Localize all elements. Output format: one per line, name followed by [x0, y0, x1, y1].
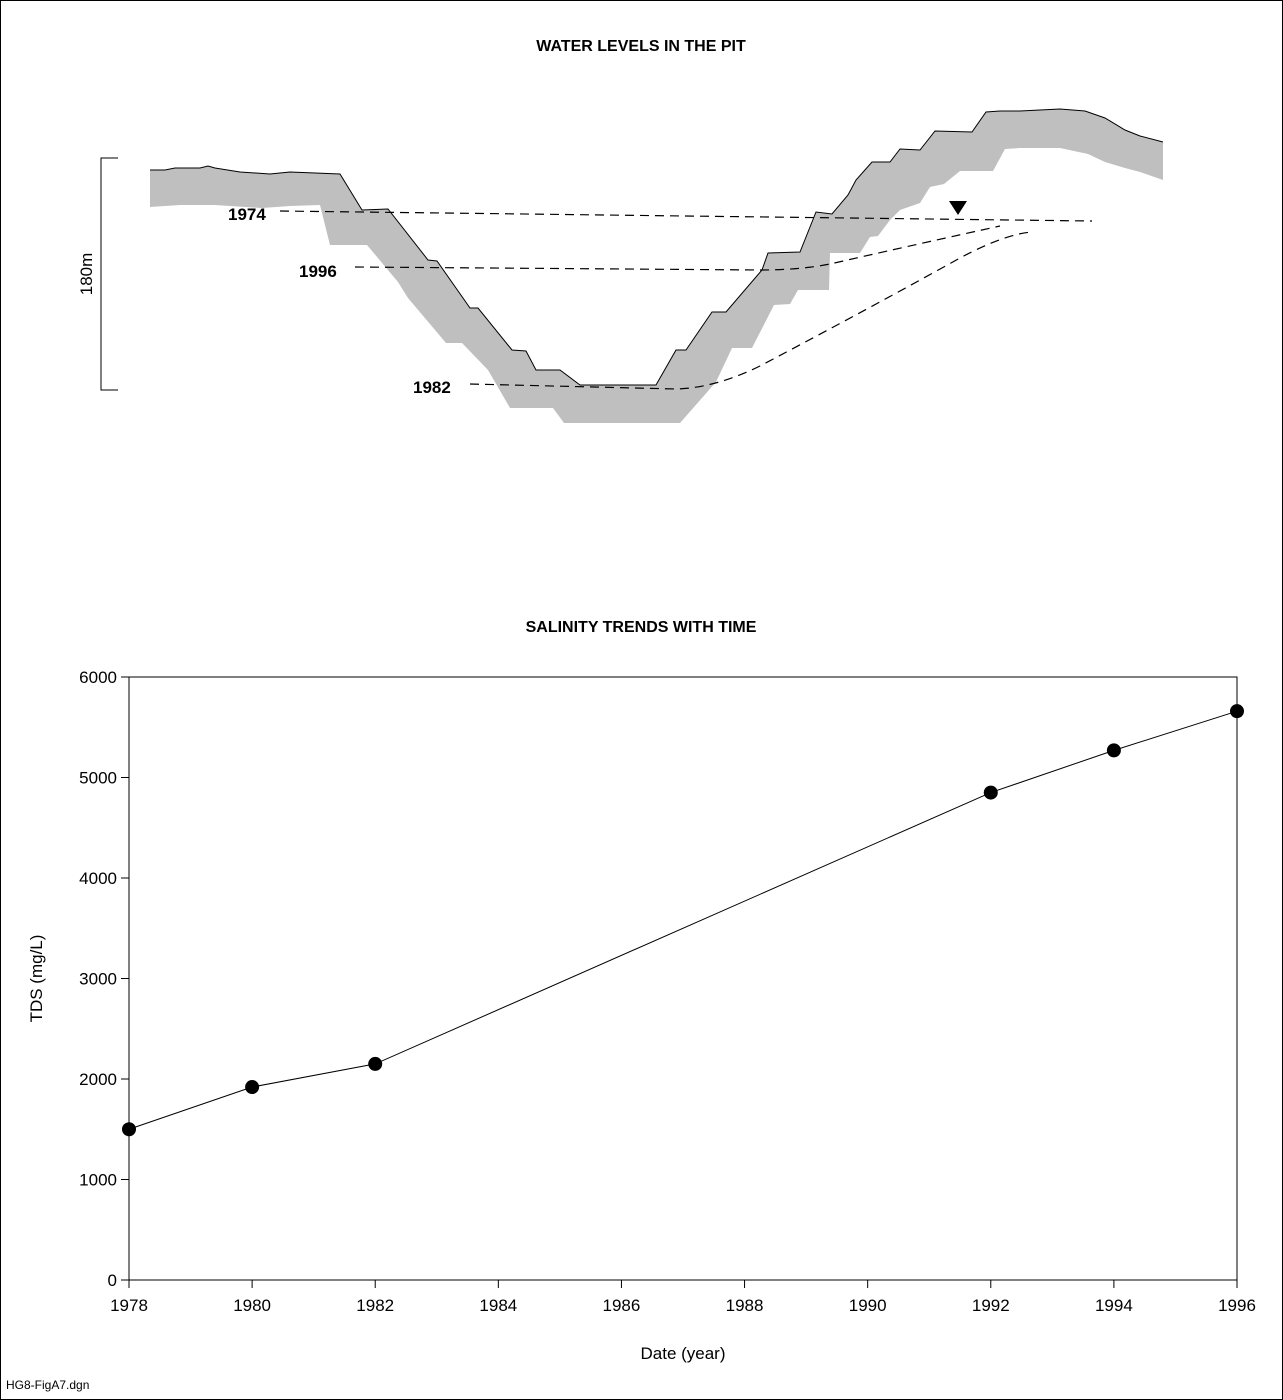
water-level-1974-line	[279, 210, 1093, 222]
pit-wall	[150, 109, 1163, 423]
water-level-label-1996: 1996	[299, 262, 337, 281]
water-level-label-1974: 1974	[228, 205, 266, 224]
figure-id-label: HG8-FigA7.dgn	[6, 1378, 90, 1392]
pit-diagram-title: WATER LEVELS IN THE PIT	[536, 38, 746, 55]
water-level-1982-line	[469, 231, 1033, 390]
scale-bar-label: 180m	[77, 253, 96, 296]
water-table-marker-icon	[949, 201, 967, 215]
ground-surface-line	[150, 108, 1164, 386]
water-level-1996-line	[354, 225, 1001, 271]
pit-diagram: WATER LEVELS IN THE PIT 180m 1974 1996 1…	[77, 38, 1164, 423]
scale-bar	[100, 157, 118, 391]
water-level-label-1982: 1982	[413, 378, 451, 397]
